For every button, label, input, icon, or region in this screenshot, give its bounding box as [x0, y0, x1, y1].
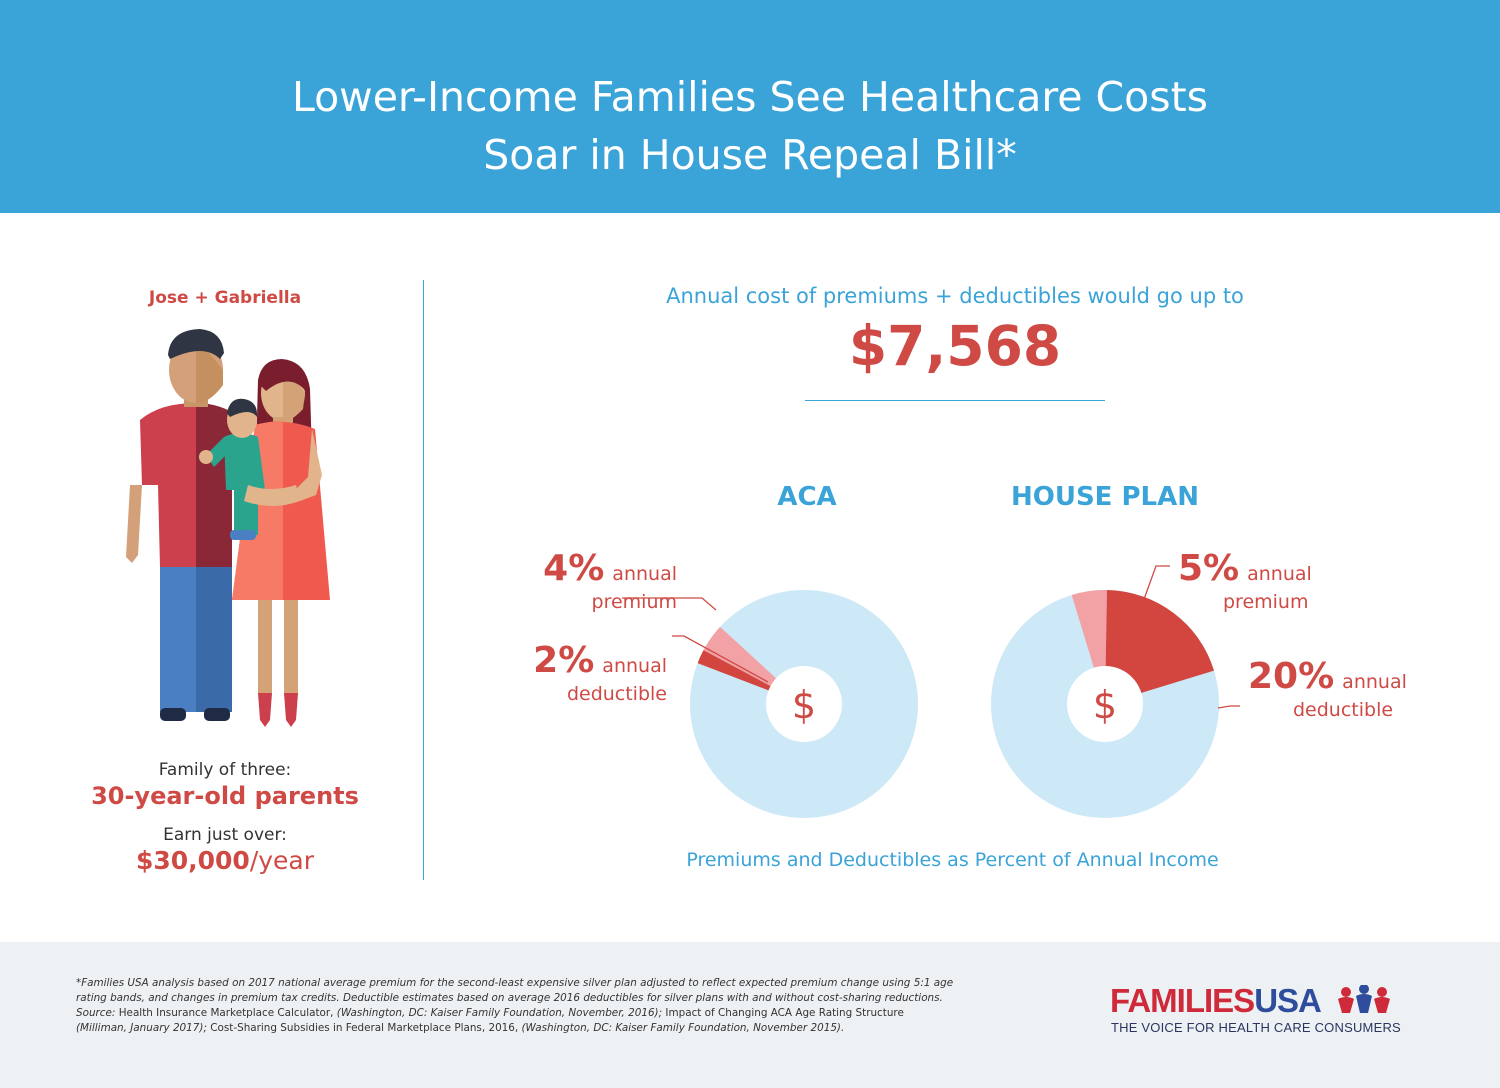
- footnote-text-2: (Washington, DC: Kaiser Family Foundatio…: [333, 1007, 666, 1019]
- income-value: $30,000/year: [70, 846, 380, 875]
- annual-cost-label: Annual cost of premiums + deductibles wo…: [666, 284, 1244, 308]
- slice-percent: 5%: [1178, 548, 1239, 589]
- slice-percent: 4%: [543, 548, 604, 589]
- slice-label-line2: deductible: [567, 683, 667, 705]
- header-banner: Lower-Income Families See Healthcare Cos…: [0, 0, 1500, 213]
- pie-slice-deductible: [1105, 590, 1215, 704]
- title-line-1: Lower-Income Families See Healthcare Cos…: [291, 73, 1209, 121]
- chart-title: HOUSE PLAN: [1011, 482, 1199, 512]
- pie-center: [766, 666, 842, 742]
- chart-caption: Premiums and Deductibles as Percent of A…: [686, 849, 1219, 871]
- child-figure: [199, 398, 300, 540]
- leader-line: [672, 635, 769, 683]
- slice-label-deductible: 2% annual: [533, 640, 667, 681]
- chart-title: ACA: [777, 482, 836, 512]
- family-illustration: [126, 329, 330, 727]
- family-name: Jose + Gabriella: [148, 288, 302, 308]
- slice-label-line2: premium: [592, 591, 677, 613]
- amount-underline: [805, 400, 1105, 401]
- income-amount: $30,000: [135, 846, 250, 875]
- slice-percent: 2%: [533, 640, 594, 681]
- footnote-source-1: Health Insurance Marketplace Calculator,: [118, 1007, 334, 1019]
- people-icon: [1338, 985, 1390, 1013]
- families-usa-logo: FAMILIESUSA THE VOICE FOR HEALTH CARE CO…: [1110, 983, 1440, 1038]
- footnote-source-2: Impact of Changing ACA Age Rating Struct…: [665, 1007, 904, 1019]
- dollar-icon: $: [1093, 683, 1117, 727]
- logo-word-families: FAMILIES: [1110, 982, 1255, 1019]
- slice-word: annual: [1342, 671, 1407, 693]
- slice-label-premium: 5% annual: [1178, 548, 1312, 589]
- parents-age: 30-year-old parents: [91, 782, 359, 810]
- slice-label-deductible: 20% annual: [1248, 656, 1407, 697]
- slice-label-line2: deductible: [1293, 699, 1393, 721]
- father-figure: [126, 329, 242, 721]
- leader-line: [1217, 705, 1240, 709]
- footnote-text-3: (Milliman, January 2017);: [76, 1022, 211, 1034]
- annual-cost-amount: $7,568: [848, 314, 1062, 378]
- leader-line: [622, 597, 717, 611]
- vertical-divider: [423, 280, 424, 880]
- slice-word: annual: [1247, 563, 1312, 585]
- logo-word-usa: USA: [1254, 982, 1322, 1019]
- dollar-icon: $: [792, 683, 816, 727]
- income-unit: /year: [249, 846, 315, 875]
- slice-percent: 20%: [1248, 656, 1334, 697]
- footnote: *Families USA analysis based on 2017 nat…: [76, 976, 956, 1036]
- footnote-text-1: *Families USA analysis based on 2017 nat…: [76, 977, 954, 1019]
- pie-chart-house-plan: HOUSE PLAN $5% annual premium 20% annual deduc…: [991, 482, 1407, 818]
- slice-label-line2: premium: [1223, 591, 1308, 613]
- logo-tagline: THE VOICE FOR HEALTH CARE CONSUMERS: [1111, 1020, 1401, 1035]
- logo-wordmark: FAMILIESUSA: [1110, 982, 1322, 1019]
- slice-word: annual: [602, 655, 667, 677]
- income-label: Earn just over:: [163, 825, 287, 845]
- slice-label-premium: 4% annual: [543, 548, 677, 589]
- leader-line: [1142, 565, 1170, 603]
- footer: [0, 942, 1500, 1088]
- slice-word: annual: [612, 563, 677, 585]
- footnote-source-3: Cost-Sharing Subsidies in Federal Market…: [210, 1022, 519, 1034]
- footnote-text-4: (Washington, DC: Kaiser Family Foundatio…: [518, 1022, 845, 1034]
- title-line-2: Soar in House Repeal Bill*: [483, 131, 1017, 179]
- family-size-label: Family of three:: [158, 760, 292, 780]
- pie-chart-aca: ACA $4% annual premium 2% annual deductible: [533, 482, 918, 818]
- page-title: Lower-Income Families See Healthcare Cos…: [150, 68, 1350, 184]
- pie-center: [1067, 666, 1143, 742]
